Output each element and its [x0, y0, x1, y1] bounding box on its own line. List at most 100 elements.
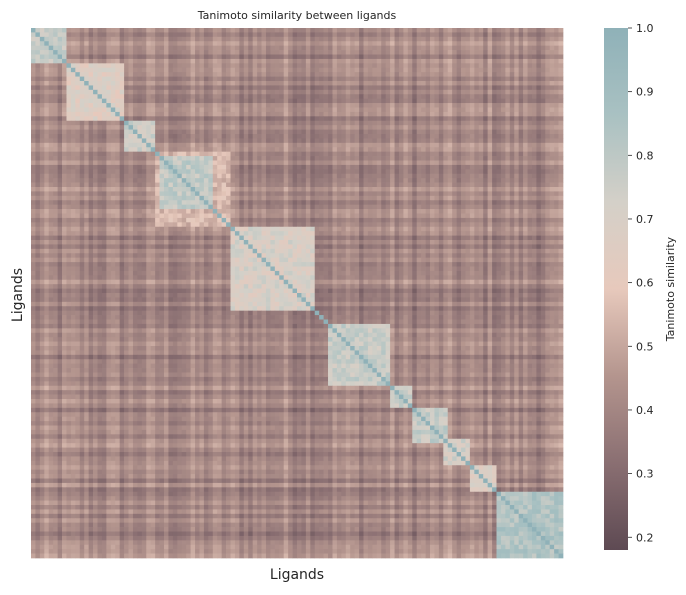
heatmap-cell	[128, 50, 134, 55]
heatmap-cell	[70, 94, 76, 100]
heatmap-cell	[292, 187, 298, 192]
heatmap-cell	[492, 138, 497, 144]
heatmap-cell	[159, 191, 165, 197]
heatmap-cell	[172, 107, 178, 113]
heatmap-cell	[283, 182, 289, 188]
heatmap-cell	[412, 28, 418, 33]
heatmap-cell	[31, 111, 36, 117]
heatmap-cell	[203, 120, 209, 126]
heatmap-cell	[239, 182, 245, 188]
heatmap-cell	[257, 204, 262, 210]
heatmap-cell	[531, 169, 537, 175]
heatmap-cell	[62, 160, 67, 166]
heatmap-cell	[438, 111, 444, 117]
heatmap-cell	[292, 94, 298, 100]
heatmap-cell	[292, 36, 298, 42]
heatmap-cell	[186, 89, 191, 95]
heatmap-cell	[310, 191, 316, 197]
heatmap-cell	[478, 142, 484, 148]
heatmap-cell	[283, 45, 289, 51]
heatmap-cell	[101, 173, 107, 179]
heatmap-cell	[421, 89, 426, 95]
heatmap-cell	[554, 103, 559, 108]
heatmap-cell	[376, 129, 382, 135]
heatmap-cell	[430, 36, 435, 42]
heatmap-cell	[230, 173, 236, 179]
heatmap-cell	[203, 156, 209, 161]
heatmap-cell	[305, 191, 311, 197]
heatmap-cell	[62, 151, 67, 157]
heatmap-cell	[447, 169, 453, 175]
heatmap-cell	[425, 173, 431, 179]
heatmap-cell	[146, 173, 152, 179]
heatmap-cell	[221, 107, 227, 113]
heatmap-cell	[212, 85, 218, 91]
heatmap-cell	[558, 187, 564, 192]
heatmap-cell	[425, 156, 431, 161]
heatmap-cell	[301, 94, 307, 100]
heatmap-cell	[305, 195, 311, 201]
heatmap-cell	[314, 36, 320, 42]
heatmap-cell	[248, 169, 254, 175]
heatmap-cell	[456, 134, 462, 139]
heatmap-cell	[540, 103, 546, 108]
heatmap-cell	[394, 50, 400, 55]
heatmap-cell	[536, 164, 542, 170]
heatmap-cell	[137, 151, 143, 157]
heatmap-cell	[274, 173, 280, 179]
heatmap-cell	[35, 67, 41, 73]
heatmap-cell	[425, 89, 431, 95]
heatmap-cell	[469, 156, 475, 161]
heatmap-cell	[518, 45, 524, 51]
heatmap-cell	[469, 28, 475, 33]
heatmap-cell	[150, 89, 156, 95]
heatmap-cell	[119, 125, 125, 130]
heatmap-cell	[425, 67, 431, 73]
heatmap-cell	[319, 151, 324, 157]
heatmap-cell	[452, 200, 457, 206]
heatmap-cell	[412, 151, 418, 157]
heatmap-cell	[443, 89, 449, 95]
heatmap-cell	[376, 156, 382, 161]
heatmap-cell	[57, 120, 63, 126]
heatmap-cell	[345, 142, 351, 148]
heatmap-cell	[190, 50, 196, 55]
heatmap-cell	[274, 195, 280, 201]
heatmap-cell	[310, 89, 316, 95]
heatmap-cell	[332, 85, 338, 91]
heatmap-cell	[93, 111, 98, 117]
heatmap-cell	[390, 45, 395, 51]
heatmap-cell	[425, 164, 431, 170]
heatmap-cell	[403, 134, 409, 139]
heatmap-cell	[292, 164, 298, 170]
heatmap-cell	[319, 142, 324, 148]
heatmap-cell	[248, 164, 254, 170]
heatmap-cell	[531, 89, 537, 95]
heatmap-cell	[483, 85, 488, 91]
heatmap-cell	[181, 36, 187, 42]
heatmap-cell	[554, 94, 559, 100]
heatmap-cell	[234, 200, 240, 206]
heatmap-cell	[243, 164, 249, 170]
heatmap-cell	[496, 76, 502, 82]
heatmap-cell	[310, 67, 316, 73]
heatmap-cell	[554, 54, 559, 60]
heatmap-cell	[487, 103, 493, 108]
heatmap-cell	[217, 72, 222, 77]
heatmap-cell	[376, 116, 382, 122]
heatmap-cell	[354, 81, 360, 86]
heatmap-cell	[443, 147, 449, 153]
heatmap-cell	[297, 94, 302, 100]
heatmap-cell	[230, 182, 236, 188]
heatmap-cell	[75, 173, 81, 179]
heatmap-cell	[354, 182, 360, 188]
heatmap-cell	[164, 182, 169, 188]
heatmap-cell	[438, 67, 444, 73]
heatmap-cell	[283, 164, 289, 170]
heatmap-cell	[243, 151, 249, 157]
heatmap-cell	[57, 94, 63, 100]
heatmap-cell	[492, 200, 497, 206]
heatmap-cell	[292, 169, 298, 175]
heatmap-cell	[319, 85, 324, 91]
heatmap-cell	[536, 120, 542, 126]
